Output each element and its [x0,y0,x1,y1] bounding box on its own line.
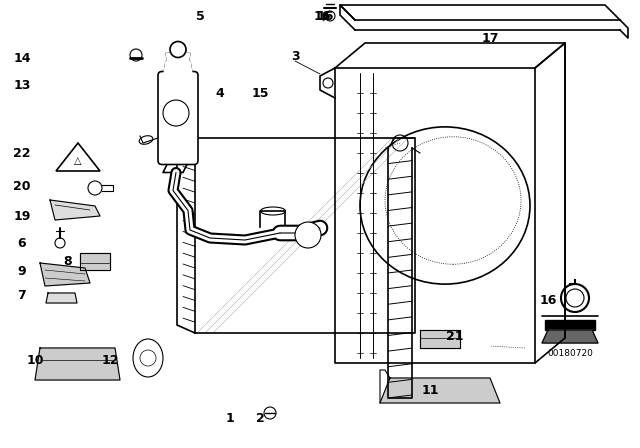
Text: 16: 16 [316,9,333,22]
Text: 14: 14 [13,52,31,65]
Text: 16: 16 [540,293,557,306]
Text: △: △ [74,156,82,166]
Bar [195,138,415,333]
Polygon shape [545,320,595,330]
Text: 3: 3 [291,49,300,63]
Text: 16: 16 [169,108,183,118]
Text: 20: 20 [13,180,31,193]
Polygon shape [164,61,192,73]
Circle shape [170,42,186,57]
Ellipse shape [260,207,285,215]
Circle shape [88,181,102,195]
Text: 6: 6 [18,237,26,250]
Text: 16: 16 [314,9,331,22]
Text: 1: 1 [226,412,234,425]
Text: 7: 7 [18,289,26,302]
FancyBboxPatch shape [158,72,198,164]
Polygon shape [542,330,598,343]
Circle shape [392,135,408,151]
Text: 22: 22 [13,146,31,159]
Polygon shape [380,378,500,403]
Text: 8: 8 [64,254,72,267]
Text: 5: 5 [196,9,204,22]
Text: 11: 11 [421,383,439,396]
Circle shape [295,222,321,248]
Text: 16: 16 [301,230,315,240]
Polygon shape [50,200,100,220]
Polygon shape [420,330,460,348]
Text: 00180720: 00180720 [547,349,593,358]
Circle shape [163,100,189,126]
Text: 12: 12 [101,353,119,366]
Text: 17: 17 [481,31,499,44]
Polygon shape [46,293,77,303]
Text: 21: 21 [446,329,464,343]
Text: 19: 19 [13,210,31,223]
Text: 15: 15 [252,86,269,99]
Text: 2: 2 [255,412,264,425]
Polygon shape [166,53,190,61]
Polygon shape [80,253,110,270]
Polygon shape [40,263,90,286]
Text: 13: 13 [13,78,31,91]
Text: 10: 10 [26,353,44,366]
Text: 4: 4 [216,86,225,99]
Text: 9: 9 [18,264,26,277]
Polygon shape [35,348,120,380]
